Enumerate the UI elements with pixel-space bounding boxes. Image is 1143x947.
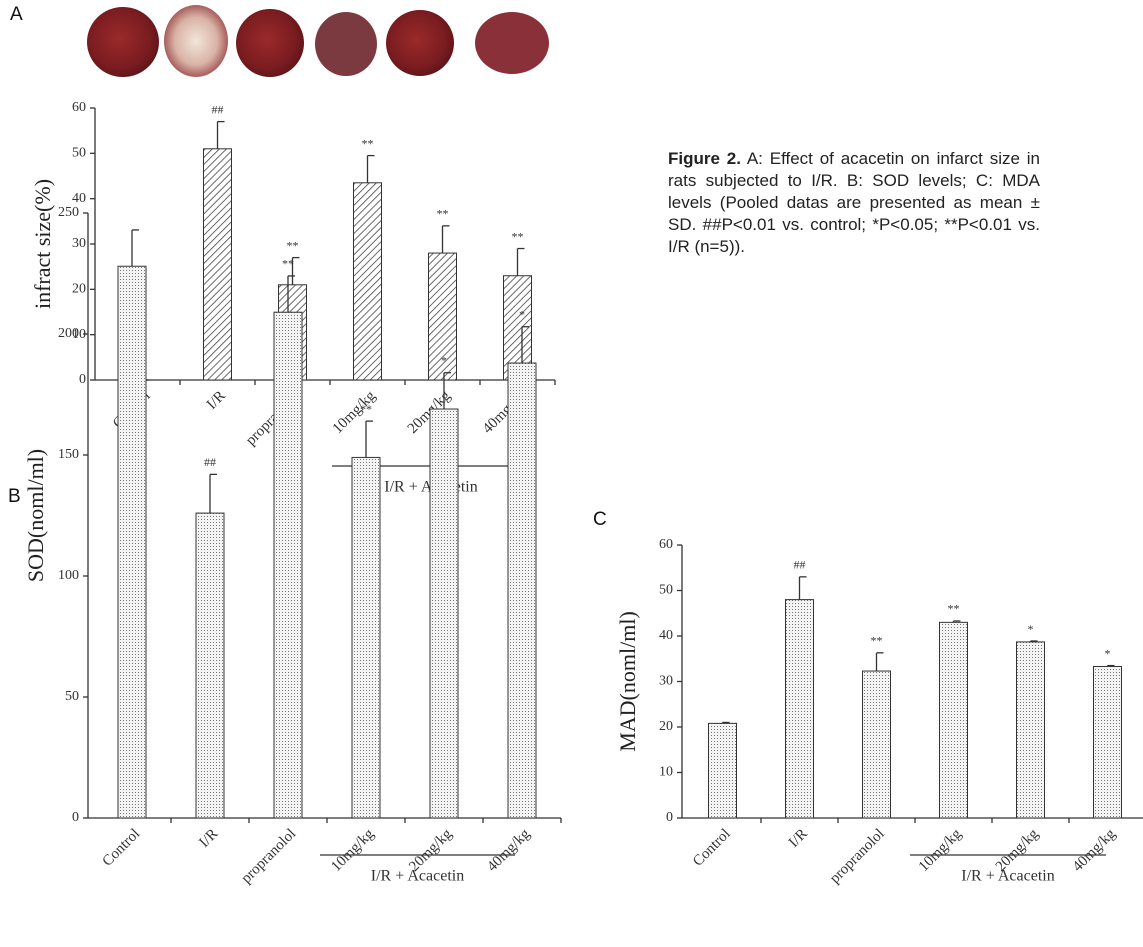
bar (351, 456, 381, 819)
y-axis-label: SOD(noml/ml) (23, 449, 48, 582)
bar (203, 148, 232, 381)
significance-label: ## (212, 102, 224, 116)
y-tick-label: 50 (659, 583, 673, 598)
y-tick-label: 60 (72, 100, 86, 115)
bar (117, 265, 147, 819)
bar (428, 252, 457, 381)
significance-label: ** (871, 634, 883, 648)
significance-label: ## (794, 558, 806, 572)
x-tick-label: Control (690, 826, 734, 870)
significance-label: ** (362, 136, 374, 150)
y-tick-label: 10 (72, 327, 86, 342)
group-label: I/R + Acacetin (961, 868, 1054, 885)
y-tick-label: 100 (58, 568, 79, 583)
panel-label: B (8, 486, 21, 507)
x-tick-label: 10mg/kg (916, 826, 965, 875)
y-tick-label: 50 (72, 146, 86, 161)
x-tick-label: propranolol (238, 826, 299, 887)
y-tick-label: 10 (659, 765, 673, 780)
y-tick-label: 150 (58, 447, 79, 462)
caption-text: A: Effect of acacetin on infarct size in… (668, 149, 1040, 256)
bar (785, 599, 814, 819)
y-axis-label: infract size(%) (30, 179, 55, 309)
y-axis-label: MAD(noml/ml) (615, 611, 640, 752)
y-tick-label: 30 (72, 236, 86, 251)
y-tick-label: 0 (79, 372, 86, 387)
significance-label: ** (512, 229, 524, 243)
x-tick-label: 40mg/kg (484, 826, 533, 875)
group-label: I/R + Acacetin (371, 868, 464, 885)
significance-label: ** (282, 257, 294, 271)
bar (353, 182, 382, 381)
panel-label: C (593, 509, 607, 530)
bar (708, 722, 737, 819)
significance-label: * (1105, 646, 1111, 660)
caption: Figure 2. A: Effect of acacetin on infar… (668, 148, 1040, 258)
significance-label: ** (287, 238, 299, 252)
x-tick-label: propranolol (827, 826, 888, 887)
bar (429, 408, 459, 819)
bar (939, 621, 968, 819)
y-tick-label: 40 (72, 191, 86, 206)
caption-label: Figure 2. (668, 149, 741, 168)
significance-label: * (441, 353, 447, 367)
y-tick-label: 200 (58, 326, 79, 341)
x-tick-label: Control (100, 826, 144, 870)
bar (1016, 641, 1045, 819)
heart-images (87, 5, 549, 77)
y-tick-label: 0 (666, 810, 673, 825)
bar (1093, 665, 1122, 819)
y-tick-label: 60 (659, 537, 673, 552)
significance-label: ## (204, 455, 216, 469)
significance-label: ** (948, 602, 960, 616)
y-tick-label: 0 (72, 810, 79, 825)
y-tick-label: 30 (659, 674, 673, 689)
bar (195, 512, 225, 819)
bar (273, 311, 303, 819)
y-tick-label: 250 (58, 205, 79, 220)
bar (862, 670, 891, 819)
significance-label: * (1028, 622, 1034, 636)
x-tick-label: I/R (204, 388, 229, 413)
significance-label: ** (437, 207, 449, 221)
x-tick-label: I/R (786, 826, 811, 851)
y-tick-label: 20 (659, 719, 673, 734)
y-tick-label: 50 (65, 689, 79, 704)
significance-label: ** (360, 402, 372, 416)
panel-label: A (10, 4, 23, 25)
y-tick-label: 40 (659, 628, 673, 643)
significance-label: * (519, 307, 525, 321)
y-tick-label: 20 (72, 282, 86, 297)
x-tick-label: I/R (196, 826, 221, 851)
bar (507, 362, 537, 819)
x-tick-label: 40mg/kg (1070, 826, 1119, 875)
